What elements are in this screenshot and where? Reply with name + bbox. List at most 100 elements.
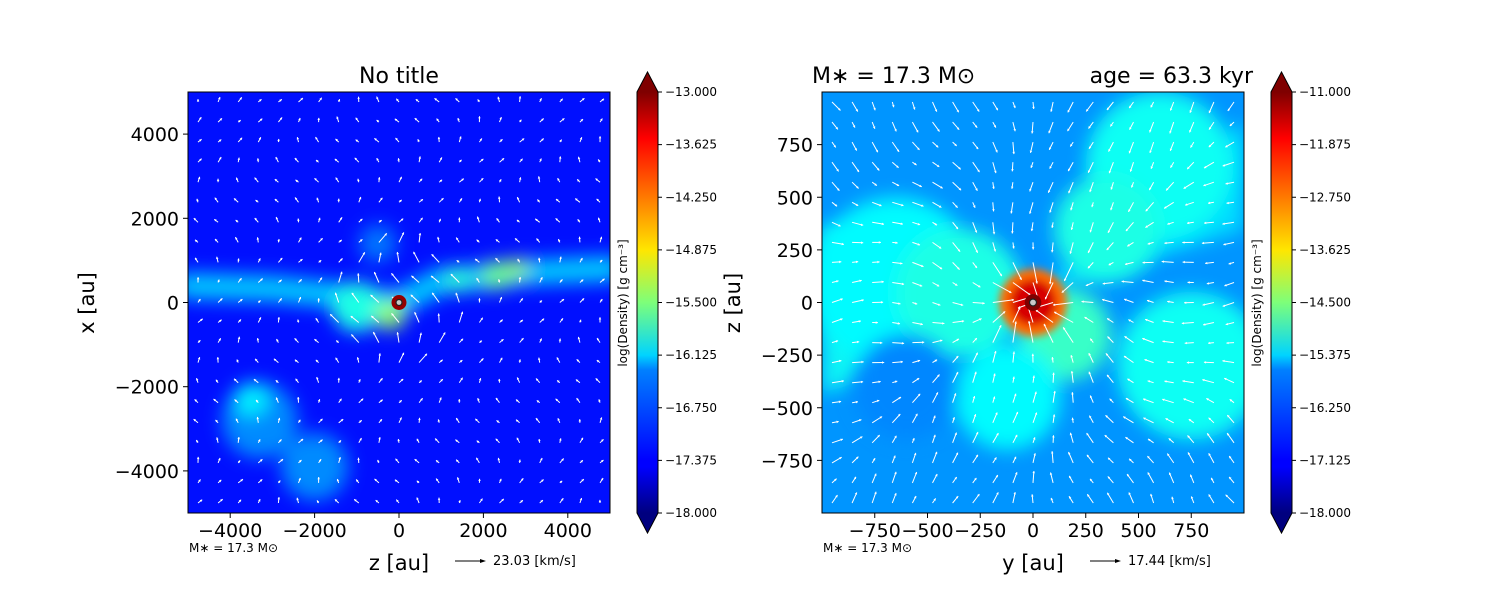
velocity-arrowhead [394, 479, 398, 482]
velocity-arrowhead [300, 98, 303, 101]
velocity-arrowhead [432, 292, 435, 296]
velocity-arrowhead [994, 457, 997, 460]
velocity-arrowhead [376, 158, 379, 161]
velocity-arrowhead [235, 220, 238, 223]
colorbar-tick-label: −14.875 [665, 243, 717, 257]
velocity-arrowhead [1171, 496, 1174, 500]
velocity-arrowhead [835, 340, 839, 343]
velocity-arrowhead [1032, 106, 1035, 109]
velocity-arrowhead [996, 492, 999, 495]
velocity-key: 23.03 [km/s] [455, 554, 576, 569]
velocity-arrowhead [371, 315, 374, 319]
velocity-arrowhead [455, 98, 458, 101]
velocity-arrowhead [537, 176, 541, 179]
velocity-arrowhead [461, 178, 464, 181]
velocity-arrowhead [218, 479, 222, 483]
velocity-field [193, 96, 605, 504]
velocity-arrowhead [1013, 128, 1016, 132]
velocity-arrowhead [391, 273, 394, 276]
colorbar-right: −11.000 −11.875 −12.750 −13.625 −14.500 −15.3… [1250, 70, 1351, 535]
velocity-arrowhead [1145, 318, 1148, 322]
density-blob [331, 281, 383, 333]
velocity-arrowhead [599, 260, 603, 263]
velocity-arrowhead [1012, 376, 1015, 379]
velocity-arrowhead [258, 439, 261, 442]
velocity-arrowhead [921, 264, 924, 267]
velocity-arrowhead [541, 118, 544, 121]
velocity-arrowhead [1010, 211, 1013, 214]
velocity-arrowhead [214, 197, 218, 201]
velocity-arrowhead [1107, 318, 1110, 321]
velocity-arrowhead [498, 378, 501, 382]
velocity-arrowhead [277, 317, 281, 320]
velocity-arrowhead [1028, 321, 1031, 324]
velocity-arrowhead [439, 157, 442, 160]
velocity-arrowhead [935, 145, 939, 148]
velocity-arrowhead [500, 319, 503, 322]
velocity-arrowhead [1123, 416, 1126, 419]
velocity-arrowhead [320, 238, 323, 241]
velocity-arrow [992, 299, 1015, 303]
velocity-arrowhead [499, 117, 502, 120]
velocity-arrowhead [1183, 398, 1186, 401]
velocity-arrowhead [1127, 244, 1130, 247]
velocity-arrowhead [521, 138, 525, 141]
velocity-arrowhead [320, 418, 323, 422]
velocity-arrowhead [401, 352, 405, 356]
velocity-arrowhead [497, 96, 500, 100]
velocity-arrowhead [200, 318, 203, 322]
velocity-arrowhead [855, 109, 858, 112]
velocity-arrowhead [580, 460, 583, 463]
velocity-arrowhead [937, 129, 940, 132]
velocity-arrowhead [298, 419, 301, 423]
velocity-arrowhead [1227, 108, 1231, 111]
velocity-arrowhead [336, 340, 339, 343]
velocity-arrowhead [835, 126, 838, 130]
velocity-arrowhead [976, 109, 980, 112]
sink-particle [391, 295, 407, 310]
velocity-arrowhead [1013, 105, 1016, 109]
velocity-arrowhead [1053, 303, 1056, 307]
velocity-arrowhead [556, 199, 559, 202]
velocity-arrowhead [1087, 494, 1090, 497]
velocity-arrowhead [560, 279, 563, 282]
colorbar-left: −13.000 −13.625 −14.250 −14.875 −15.500 −16.1… [616, 70, 717, 535]
velocity-arrowhead [440, 359, 443, 362]
velocity-arrowhead [1108, 262, 1112, 266]
velocity-arrowhead [374, 272, 377, 275]
velocity-arrowhead [1225, 182, 1228, 185]
velocity-arrowhead [1208, 341, 1211, 345]
velocity-arrowhead [1050, 109, 1053, 112]
velocity-arrowhead [376, 120, 380, 123]
velocity-arrowhead [1035, 309, 1038, 313]
velocity-arrowhead [1169, 108, 1173, 111]
velocity-arrowhead [538, 257, 541, 261]
velocity-arrowhead [880, 341, 883, 345]
velocity-arrowhead [994, 351, 997, 354]
velocity-arrowhead [1086, 109, 1089, 112]
velocity-arrowhead [1124, 356, 1127, 359]
velocity-arrowhead [858, 320, 861, 323]
velocity-arrow [1061, 282, 1074, 293]
velocity-arrowhead [1229, 456, 1232, 459]
velocity-arrowhead [956, 338, 959, 342]
velocity-arrowhead [1150, 104, 1153, 108]
velocity-arrowhead [992, 209, 995, 212]
colorbar-tick-label: −14.500 [1299, 296, 1351, 310]
velocity-arrowhead [255, 200, 258, 203]
velocity-arrowhead [596, 198, 599, 202]
velocity-arrowhead [1225, 494, 1228, 498]
velocity-arrowhead [915, 413, 918, 417]
velocity-arrowhead [354, 157, 358, 161]
velocity-arrowhead [236, 177, 239, 181]
velocity-arrowhead [900, 222, 903, 225]
velocity-arrowhead [1011, 298, 1014, 302]
colorbar-tick-label: −16.250 [1299, 401, 1351, 415]
velocity-arrowhead [520, 158, 523, 162]
velocity-arrowhead [516, 437, 520, 441]
velocity-arrowhead [357, 96, 360, 99]
velocity-arrowhead [955, 372, 959, 375]
velocity-arrowhead [874, 473, 877, 476]
velocity-arrowhead [834, 204, 838, 207]
colorbar-gradient [637, 92, 658, 513]
